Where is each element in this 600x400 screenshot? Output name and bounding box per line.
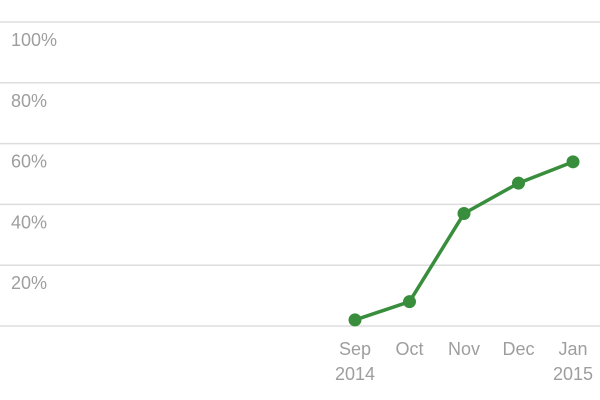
series-layer — [348, 155, 580, 327]
data-point — [566, 155, 580, 169]
x-tick-label-line1: Jan — [558, 339, 587, 359]
x-tick-label: Jan 2015 — [553, 339, 593, 384]
x-tick-label: Dec — [502, 339, 534, 359]
series-line — [353, 160, 575, 322]
grid-layer — [0, 21, 600, 327]
data-point — [403, 295, 416, 309]
x-tick-label-line2: 2014 — [335, 364, 375, 384]
x-tick-label-line1: Sep — [339, 339, 371, 359]
y-tick-label: 80% — [11, 91, 47, 111]
x-tick-label: Oct — [395, 339, 423, 359]
x-tick-label-line1: Nov — [448, 339, 480, 359]
x-axis-ticks: Sep 2014 Oct Nov Dec Jan 2015 — [335, 339, 593, 384]
data-point — [512, 176, 525, 190]
data-point — [348, 313, 362, 327]
y-tick-label: 60% — [11, 152, 47, 172]
x-tick-label-line1: Dec — [502, 339, 534, 359]
x-tick-label: Sep 2014 — [335, 339, 375, 384]
y-tick-label: 100% — [11, 30, 57, 50]
y-tick-label: 40% — [11, 212, 47, 232]
y-axis-ticks: 20% 40% 60% 80% 100% — [11, 30, 57, 293]
data-point — [457, 207, 471, 221]
x-tick-label-line1: Oct — [395, 339, 423, 359]
x-tick-label-line2: 2015 — [553, 364, 593, 384]
x-tick-label: Nov — [448, 339, 480, 359]
y-tick-label: 20% — [11, 273, 47, 293]
